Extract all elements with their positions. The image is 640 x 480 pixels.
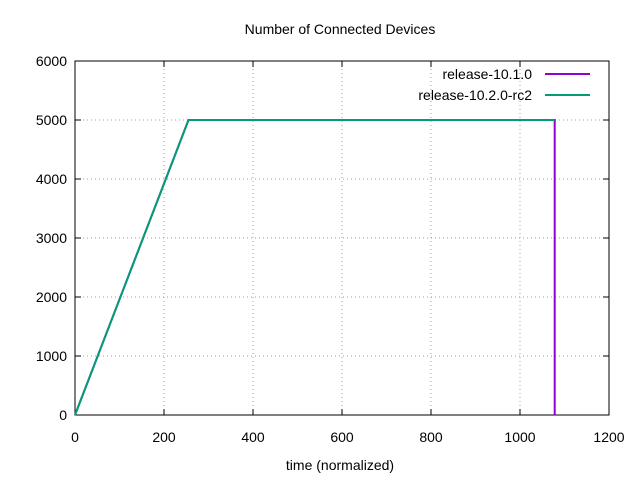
y-tick-label: 0 xyxy=(59,407,67,423)
series-line-1 xyxy=(74,119,556,416)
y-tick-label: 4000 xyxy=(36,171,67,187)
x-tick-label: 400 xyxy=(241,429,265,445)
chart-title: Number of Connected Devices xyxy=(245,21,436,37)
tick-layer: 0 1000 2000 3000 4000 5000 6000 0 200 400 600 800 10… xyxy=(36,53,625,445)
legend-label: release-10.1.0 xyxy=(442,66,532,82)
legend-label: release-10.2.0-rc2 xyxy=(418,87,532,103)
grid-layer xyxy=(75,61,609,415)
x-tick-label: 200 xyxy=(152,429,176,445)
y-tick-label: 6000 xyxy=(36,53,67,69)
x-tick-label: 1000 xyxy=(504,429,535,445)
x-axis-label: time (normalized) xyxy=(286,457,394,473)
x-tick-label: 0 xyxy=(71,429,79,445)
y-tick-label: 5000 xyxy=(36,112,67,128)
series-layer xyxy=(74,119,556,416)
y-tick-label: 2000 xyxy=(36,289,67,305)
x-tick-label: 600 xyxy=(330,429,354,445)
x-tick-label: 800 xyxy=(419,429,443,445)
legend: release-10.1.0 release-10.2.0-rc2 xyxy=(418,66,590,103)
y-tick-label: 3000 xyxy=(36,230,67,246)
x-tick-label: 1200 xyxy=(593,429,624,445)
y-tick-label: 1000 xyxy=(36,348,67,364)
series-line-2 xyxy=(74,119,555,416)
